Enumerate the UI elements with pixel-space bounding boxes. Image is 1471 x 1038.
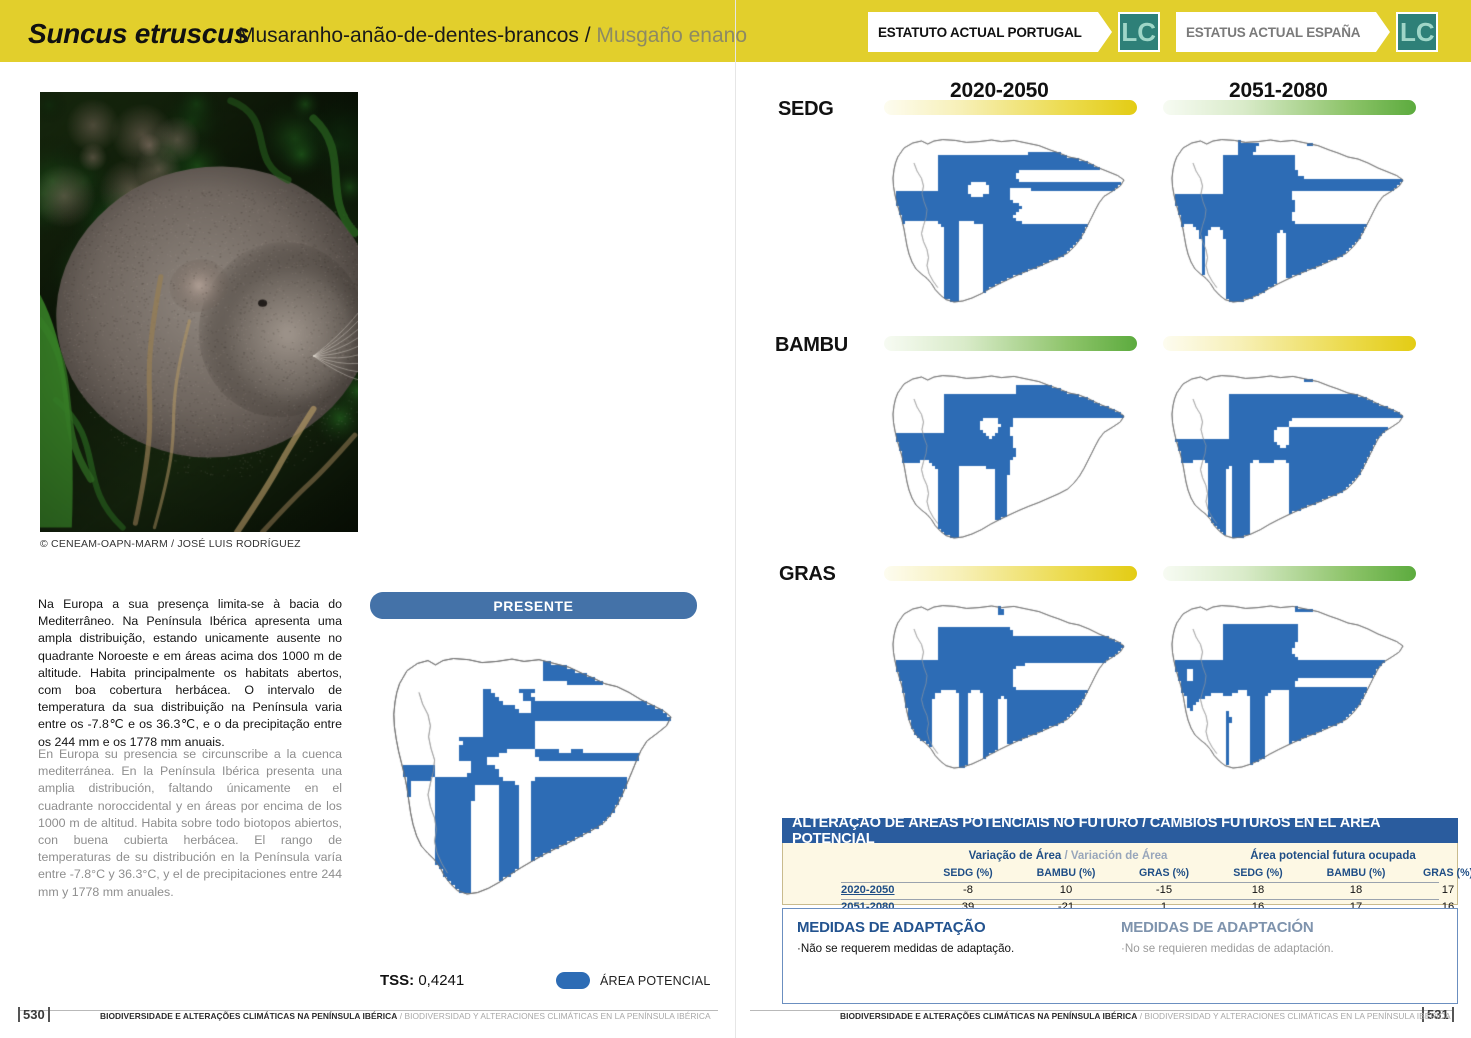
footer-rule-right: [750, 1010, 1453, 1011]
name-separator: /: [578, 24, 597, 47]
scenario-label-gras: GRAS: [779, 563, 836, 585]
adaptation-body-es: ·No se requieren medidas de adaptación.: [1121, 942, 1334, 955]
table-cell-r0-c2: -15: [1155, 884, 1173, 896]
table-row-label-2020-2050: 2020-2050: [841, 884, 895, 896]
table-rule-middle: [841, 899, 1439, 900]
results-table: Variação de Área / Variación de Área Áre…: [782, 843, 1471, 917]
footer-text-right-pt: BIODIVERSIDADE E ALTERAÇÕES CLIMÁTICAS N…: [840, 1011, 1138, 1021]
tss-value: 0,4241: [418, 972, 465, 989]
table-column-gras-variation: GRAS (%): [1138, 867, 1190, 879]
status-label-portugal: ESTATUTO ACTUAL PORTUGAL: [868, 12, 1112, 52]
status-label-spain: ESTATUS ACTUAL ESPAÑA: [1176, 12, 1391, 52]
table-column-sedg-future: SEDG (%): [1233, 867, 1283, 879]
scenario-label-sedg: SEDG: [778, 98, 834, 120]
table-cell-r1-c2: 1: [1160, 901, 1168, 913]
table-group-header-variation: Variação de Área / Variación de Área: [928, 850, 1208, 862]
table-group-header-future-area: Área potencial futura ocupada: [1250, 850, 1416, 862]
table-cell-r0-c3: 18: [1251, 884, 1265, 896]
period-title-2051-2080: 2051-2080: [1229, 79, 1328, 102]
status-badge-spain: ESTATUS ACTUAL ESPAÑA LC: [1176, 12, 1439, 52]
table-group-variation-es: Variación de Área: [1070, 850, 1168, 862]
table-cell-r0-c1: 10: [1059, 884, 1073, 896]
tss-score: TSS: 0,4241: [380, 972, 464, 989]
footer-text-left-es: BIODIVERSIDAD Y ALTERACIONES CLIMÁTICAS …: [404, 1011, 711, 1021]
footer-text-right-sep: /: [1137, 1011, 1145, 1021]
map-gras-2020-2050: [884, 588, 1134, 788]
species-photo: [40, 92, 358, 532]
footer-rule-left: [18, 1010, 718, 1011]
table-cell-r0-c5: 17: [1441, 884, 1455, 896]
adaptation-measures-panel: MEDIDAS DE ADAPTAÇÃO ·Não se requerem me…: [782, 908, 1458, 1004]
page-number-right: 531: [1422, 1007, 1454, 1022]
table-column-bambu-future: BAMBU (%): [1326, 867, 1386, 879]
period-title-2020-2050: 2020-2050: [950, 79, 1049, 102]
table-group-variation-sep: /: [1061, 850, 1071, 862]
map-bambu-2051-2080: [1163, 358, 1413, 558]
scenario-bar-sedg-2051-2080: [1163, 100, 1416, 115]
present-map-title: PRESENTE: [370, 592, 697, 619]
footer-text-right-es: BIODIVERSIDAD Y ALTERACIONES CLIMÁTICAS …: [1144, 1011, 1451, 1021]
map-bambu-2020-2050: [884, 358, 1134, 558]
table-column-bambu-variation: BAMBU (%): [1036, 867, 1096, 879]
scenario-bar-gras-2051-2080: [1163, 566, 1416, 581]
map-gras-2051-2080: [1163, 588, 1413, 788]
scenario-bar-bambu-2051-2080: [1163, 336, 1416, 351]
footer-text-right: BIODIVERSIDADE E ALTERAÇÕES CLIMÁTICAS N…: [840, 1011, 1451, 1021]
adaptation-body-pt: ·Não se requerem medidas de adaptação.: [797, 942, 1015, 955]
scenario-label-bambu: BAMBU: [775, 334, 848, 356]
species-scientific-name: Suncus etruscus: [28, 18, 250, 49]
table-group-variation-pt: Variação de Área: [968, 850, 1062, 862]
page-spine-divider: [735, 0, 736, 1038]
table-cell-r0-c0: -8: [963, 884, 973, 896]
results-table-title: ALTERAÇÃO DE ÁREAS POTENCIAIS NO FUTURO …: [782, 815, 1458, 847]
present-distribution-map: [383, 633, 683, 923]
status-code-portugal: LC: [1117, 12, 1160, 52]
table-rule-top: [841, 882, 1439, 883]
table-cell-r0-c4: 18: [1349, 884, 1363, 896]
description-portuguese: Na Europa a sua presença limita-se à bac…: [38, 597, 342, 749]
common-name-es: Musgaño enano: [596, 24, 748, 47]
description-spanish: En Europa su presencia se circunscribe a…: [38, 747, 342, 899]
scenario-bar-bambu-2020-2050: [884, 336, 1137, 351]
species-photo-canvas: [40, 92, 358, 532]
map-legend: ÁREA POTENCIAL: [556, 972, 710, 989]
footer-text-left-pt: BIODIVERSIDADE E ALTERAÇÕES CLIMÁTICAS N…: [100, 1011, 398, 1021]
tss-label: TSS:: [380, 972, 415, 989]
table-column-sedg-variation: SEDG (%): [943, 867, 993, 879]
species-common-names: Musaranho-anão-de-dentes-brancos / Musga…: [238, 24, 747, 48]
common-name-pt: Musaranho-anão-de-dentes-brancos: [238, 24, 579, 47]
status-badge-portugal: ESTATUTO ACTUAL PORTUGAL LC: [868, 12, 1160, 52]
page-number-left: 530: [18, 1007, 50, 1022]
map-sedg-2020-2050: [884, 122, 1134, 322]
map-sedg-2051-2080: [1163, 122, 1413, 322]
legend-label-potential-area: ÁREA POTENCIAL: [600, 973, 711, 988]
photo-credit: © CENEAM-OAPN-MARM / JOSÉ LUIS RODRÍGUEZ: [40, 538, 301, 550]
status-code-spain: LC: [1396, 12, 1439, 52]
table-column-gras-future: GRAS (%): [1422, 867, 1471, 879]
legend-swatch-potential-area: [556, 972, 590, 989]
adaptation-title-es: MEDIDAS DE ADAPTACIÓN: [1121, 919, 1314, 936]
adaptation-title-pt: MEDIDAS DE ADAPTAÇÃO: [797, 919, 986, 936]
scenario-bar-gras-2020-2050: [884, 566, 1137, 581]
scenario-bar-sedg-2020-2050: [884, 100, 1137, 115]
footer-text-left-sep: /: [397, 1011, 405, 1021]
footer-text-left: BIODIVERSIDADE E ALTERAÇÕES CLIMÁTICAS N…: [100, 1011, 711, 1021]
